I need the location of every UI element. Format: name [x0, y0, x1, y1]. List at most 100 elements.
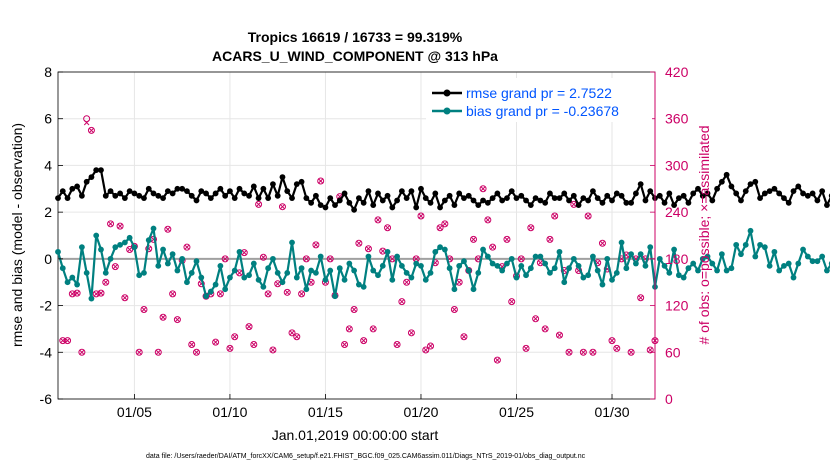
obs-assimilated-marker [523, 345, 529, 352]
obs-assimilated-stroke [284, 289, 291, 296]
obs-possible-marker [374, 216, 382, 224]
obs-assimilated-marker [614, 345, 620, 352]
rmse-point [241, 190, 248, 197]
rmse-point [279, 174, 286, 181]
rmse-point [126, 188, 133, 195]
rmse-point [465, 192, 472, 199]
rmse-point [504, 195, 510, 202]
bias-point [451, 286, 458, 293]
bias-point [695, 267, 701, 274]
obs-assimilated-stroke [494, 357, 501, 363]
y-axis-label: rmse and bias (model - observation) [9, 123, 25, 347]
rmse-point [298, 178, 305, 185]
obs-assimilated-marker [284, 289, 291, 296]
obs-assimilated-marker [403, 279, 410, 285]
bias-point [819, 253, 826, 260]
rmse-point [547, 190, 553, 197]
obs-possible-marker [193, 348, 201, 356]
obs-assimilated-stroke [566, 349, 572, 356]
bias-point [241, 274, 248, 281]
bias-point [766, 262, 773, 269]
obs-assimilated-stroke [599, 240, 606, 247]
obs-assimilated-marker [317, 178, 324, 184]
obs-possible-marker [493, 356, 501, 364]
rmse-point [742, 188, 749, 195]
obs-assimilated-marker [647, 347, 653, 353]
obs-possible-marker [517, 255, 525, 263]
bias-point [441, 246, 448, 253]
rmse-point [647, 188, 654, 195]
rmse-point [566, 197, 572, 204]
obs-assimilated-marker [141, 306, 147, 313]
rmse-point [255, 195, 262, 202]
bias-point [566, 265, 572, 272]
obs-possible-marker [116, 222, 124, 230]
obs-assimilated-marker [241, 249, 248, 256]
rmse-point [164, 188, 171, 195]
obs-assimilated-stroke [408, 330, 415, 336]
rmse-point [131, 190, 138, 197]
rmse-point [809, 190, 816, 197]
bias-point [231, 267, 238, 274]
bias-point [800, 246, 806, 253]
bias-point [332, 293, 338, 300]
rmse-point [575, 202, 582, 209]
bias-point [776, 267, 783, 274]
obs-assimilated-stroke [231, 333, 238, 340]
obs-assimilated-marker [566, 349, 572, 356]
obs-possible-marker [269, 346, 277, 354]
obs-assimilated-marker [160, 314, 166, 321]
bias-point [155, 262, 162, 269]
obs-assimilated-marker [456, 279, 462, 285]
rmse-point [398, 188, 405, 195]
obs-possible-marker [312, 241, 320, 249]
rmse-point [355, 195, 362, 202]
bias-point [150, 225, 157, 232]
bias-point [394, 253, 400, 260]
rmse-point [141, 195, 147, 202]
obs-possible-marker [450, 305, 458, 313]
rmse-point [441, 197, 448, 204]
bias-point [298, 265, 305, 272]
rmse-point [704, 190, 711, 197]
obs-possible-marker [121, 294, 129, 302]
bias-point [341, 276, 348, 283]
rmse-point [752, 178, 759, 185]
obs-assimilated-stroke [523, 345, 529, 352]
obs-assimilated-marker [327, 256, 333, 262]
bias-point [336, 265, 343, 272]
rmse-point [819, 188, 826, 195]
obs-possible-marker [302, 255, 310, 263]
bias-point [174, 267, 181, 274]
obs-assimilated-marker [251, 341, 257, 348]
rmse-point [771, 185, 778, 192]
obs-assimilated-stroke [155, 349, 162, 356]
obs-possible-marker [613, 344, 621, 352]
rmse-point [107, 188, 114, 195]
obs-assimilated-stroke [370, 326, 376, 332]
bias-point [714, 267, 720, 274]
rmse-point [675, 195, 682, 202]
bias-point [671, 246, 678, 253]
obs-assimilated-stroke [422, 347, 429, 353]
obs-assimilated-marker [571, 201, 577, 208]
obs-assimilated-marker [418, 213, 424, 219]
rmse-point [790, 188, 797, 195]
obs-possible-marker [436, 224, 444, 232]
rmse-point [427, 199, 434, 206]
y2-tick-label: 180 [665, 251, 689, 267]
obs-assimilated-marker [289, 330, 295, 336]
rmse-point [508, 188, 515, 195]
obs-assimilated-stroke [432, 259, 439, 266]
rmse-point [69, 185, 76, 192]
bias-point [55, 248, 61, 255]
rmse-point [637, 181, 644, 188]
obs-assimilated-marker [427, 343, 434, 349]
obs-assimilated-marker [169, 291, 176, 297]
obs-possible-marker [164, 225, 172, 233]
rmse-point [408, 188, 415, 195]
obs-possible-marker [479, 185, 487, 193]
bias-point [628, 251, 635, 258]
x-tick-label: 01/10 [212, 404, 247, 420]
